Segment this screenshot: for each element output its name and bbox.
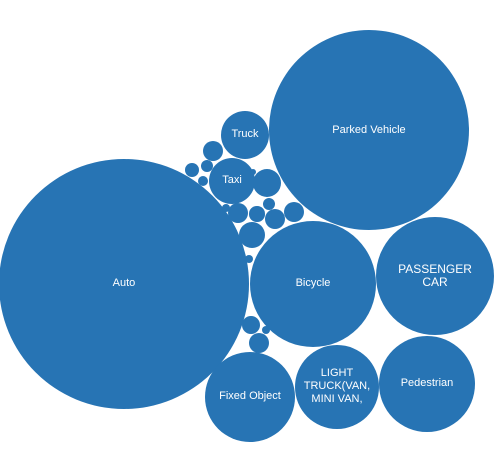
bubble: [249, 206, 265, 222]
bubble: [262, 197, 276, 211]
bubble: Parked Vehicle: [269, 30, 469, 230]
bubble: [228, 203, 248, 223]
bubble: PASSENGER CAR: [376, 217, 494, 335]
bubble: Taxi: [208, 157, 255, 204]
bubble: [200, 159, 214, 173]
bubble: [249, 333, 269, 353]
bubble: [265, 209, 285, 229]
bubble: LIGHT TRUCK(VAN, MINI VAN,: [295, 345, 379, 429]
bubble: [242, 316, 260, 334]
bubble: [221, 203, 231, 213]
bubble: [203, 141, 223, 161]
bubble: [284, 202, 304, 222]
bubble-label: Truck: [231, 128, 259, 141]
bubble-label: Fixed Object: [219, 390, 281, 403]
bubble-label: Parked Vehicle: [332, 123, 406, 136]
bubble: Truck: [220, 110, 270, 160]
bubble: [238, 221, 266, 249]
bubble-label: PASSENGER CAR: [398, 261, 472, 289]
bubble: [252, 168, 282, 198]
bubble-label: Taxi: [222, 174, 242, 187]
bubble-label: LIGHT TRUCK(VAN, MINI VAN,: [303, 367, 371, 406]
bubble-label: Bicycle: [295, 277, 331, 290]
bubble: Pedestrian: [379, 336, 475, 432]
bubble: [184, 162, 200, 178]
bubble-label: Auto: [112, 277, 136, 290]
bubble: [244, 254, 254, 264]
bubble: [198, 176, 208, 186]
bubble: [261, 325, 271, 335]
bubble: Auto: [0, 158, 250, 409]
bubble-label: Pedestrian: [400, 377, 454, 390]
bubble: [249, 168, 257, 176]
bubble: Fixed Object: [204, 351, 296, 443]
bubble: Bicycle: [249, 220, 376, 347]
